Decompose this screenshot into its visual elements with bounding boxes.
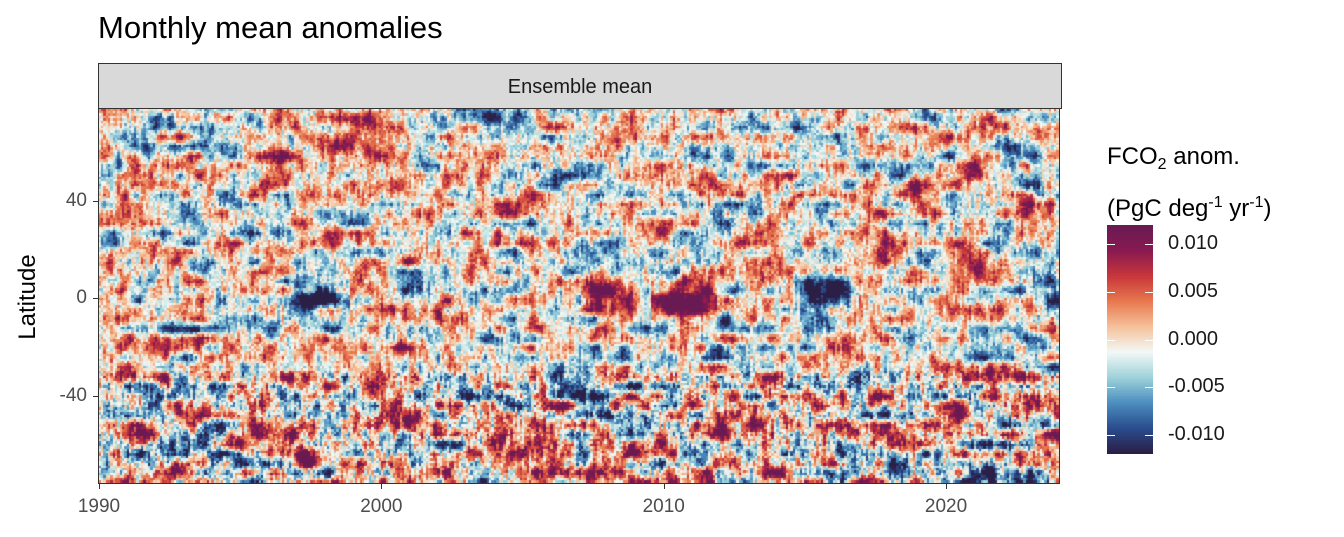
colorbar-title: FCO2 anom. (PgC deg-1 yr-1) [1107,138,1272,228]
colorbar-tick-label: 0.010 [1168,232,1219,255]
colorbar-tick-mark [1107,339,1115,341]
x-tick-mark [99,484,100,489]
colorbar-tick-label: 0.000 [1168,327,1219,350]
x-tick-label: 2020 [924,496,968,517]
x-tick-label: 1990 [77,496,121,517]
colorbar-tick-label: -0.010 [1168,422,1225,445]
x-tick-mark [381,484,383,489]
colorbar-tick-mark [1107,244,1115,246]
colorbar-title-line2: (PgC deg-1 yr-1) [1107,194,1272,222]
x-tick-label: 2010 [642,496,685,517]
x-tick-label: 2000 [360,496,403,517]
x-tick-mark [663,484,665,489]
colorbar-tick-mark [1145,434,1153,436]
facet-strip-label: Ensemble mean [507,76,653,98]
y-tick-label: 40 [65,190,87,212]
colorbar-tick-mark [1107,434,1115,436]
x-tick-mark [946,484,948,489]
colorbar-tick-mark [1107,387,1115,389]
colorbar-tick-mark [1145,291,1153,293]
heatmap-cells [99,109,1059,483]
colorbar-tick-mark [1107,291,1115,293]
y-tick-mark [93,298,98,300]
chart-title: Monthly mean anomalies [98,10,443,45]
y-tick-mark [93,201,98,203]
plot-panel [98,108,1060,484]
colorbar-tick-mark [1145,244,1153,246]
colorbar-title-line1: FCO2 anom. [1107,143,1240,173]
colorbar-tick-mark [1145,339,1153,341]
y-tick-mark [93,395,98,397]
y-tick-label: 0 [76,287,87,309]
facet-strip: Ensemble mean [98,63,1062,109]
colorbar-tick-label: 0.005 [1168,279,1219,302]
colorbar-tick-label: -0.005 [1168,375,1225,398]
y-tick-label: -40 [59,384,87,406]
colorbar-tick-mark [1145,387,1153,389]
